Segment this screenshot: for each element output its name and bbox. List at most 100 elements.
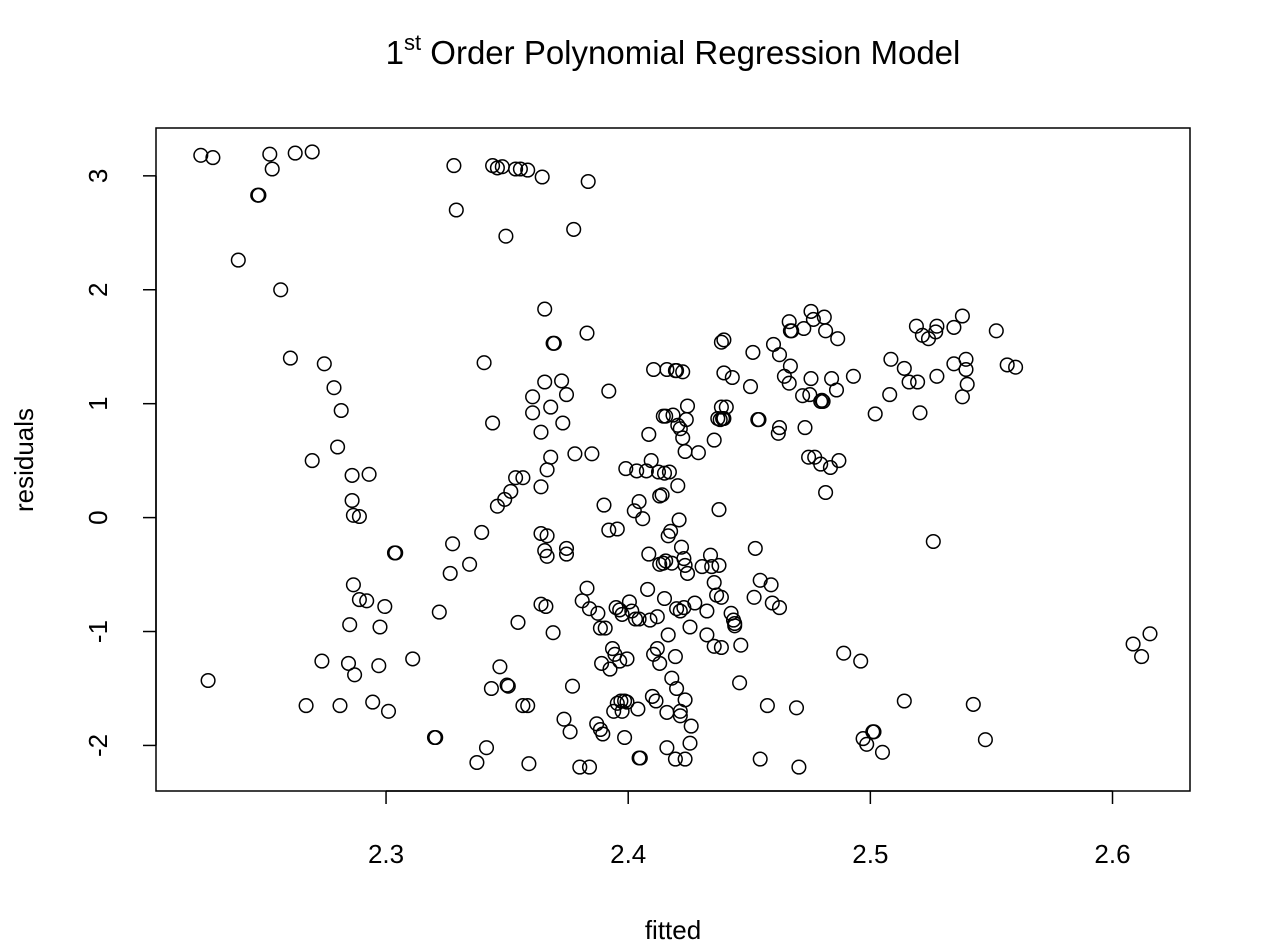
data-point	[579, 580, 595, 596]
data-point	[483, 680, 499, 697]
x-tick-label: 2.6	[1094, 839, 1130, 869]
data-point	[515, 698, 531, 714]
data-point	[351, 592, 367, 608]
data-point	[690, 445, 706, 461]
data-point	[287, 145, 303, 161]
data-point	[512, 161, 528, 177]
data-point	[901, 374, 917, 390]
data-point	[658, 553, 674, 569]
data-point	[641, 546, 657, 562]
data-point	[946, 319, 962, 335]
data-point	[510, 614, 526, 630]
data-point	[650, 464, 667, 480]
data-point	[644, 688, 660, 704]
y-tick-label: 1	[83, 396, 113, 410]
data-point	[853, 653, 869, 669]
data-point	[759, 698, 775, 714]
data-point	[508, 161, 524, 177]
data-point	[672, 708, 688, 724]
data-point	[627, 611, 644, 627]
data-point	[677, 692, 693, 708]
data-point	[706, 574, 722, 591]
data-point	[612, 653, 628, 669]
data-point	[659, 740, 675, 756]
data-point	[782, 358, 798, 374]
data-point	[711, 502, 727, 518]
data-point	[929, 368, 945, 384]
data-point	[474, 524, 490, 540]
data-point	[545, 335, 561, 351]
data-point	[426, 729, 443, 746]
data-point	[830, 331, 846, 347]
data-point	[1142, 626, 1158, 642]
data-point	[752, 751, 768, 767]
data-point	[675, 364, 691, 380]
data-point	[377, 598, 393, 615]
data-point	[333, 402, 349, 419]
data-point	[713, 334, 729, 350]
data-point	[554, 373, 570, 389]
data-point	[822, 459, 838, 476]
data-point	[564, 678, 581, 694]
data-point	[344, 492, 360, 509]
data-point	[590, 605, 606, 621]
data-point	[498, 228, 514, 244]
data-point	[539, 462, 555, 478]
data-point	[803, 371, 819, 387]
data-point	[999, 357, 1015, 373]
data-point	[718, 399, 734, 415]
data-point	[445, 536, 461, 552]
data-point	[442, 565, 458, 581]
data-point	[699, 627, 715, 643]
data-point	[677, 751, 693, 767]
data-point	[652, 655, 668, 671]
data-point	[614, 703, 630, 719]
data-point	[828, 382, 845, 398]
data-point	[815, 393, 831, 409]
data-point	[525, 389, 541, 405]
data-point	[380, 703, 397, 719]
data-point	[665, 407, 681, 423]
data-point	[273, 282, 289, 298]
data-point	[716, 332, 732, 348]
data-point	[659, 361, 675, 378]
data-point	[508, 470, 524, 486]
data-point	[572, 759, 588, 775]
data-point	[556, 711, 572, 727]
x-tick-label: 2.5	[852, 839, 888, 869]
data-point	[298, 698, 314, 714]
data-point	[660, 627, 676, 643]
data-point	[543, 399, 559, 415]
data-point	[371, 658, 387, 674]
data-point	[818, 323, 834, 339]
data-point	[713, 639, 729, 656]
data-point	[882, 387, 898, 403]
data-point	[679, 398, 696, 414]
data-point	[558, 546, 575, 562]
data-point	[866, 724, 882, 740]
data-point	[537, 301, 553, 317]
data-point	[361, 466, 377, 482]
data-point	[596, 497, 612, 513]
data-point	[503, 483, 519, 499]
data-point	[626, 503, 642, 519]
data-point	[836, 645, 852, 661]
data-point	[613, 693, 629, 709]
data-point	[648, 693, 664, 709]
data-point	[859, 736, 875, 752]
data-point	[802, 387, 818, 403]
data-point	[649, 609, 665, 625]
data-point	[446, 158, 462, 174]
data-point	[727, 615, 743, 632]
data-point	[801, 449, 817, 465]
data-point	[791, 759, 807, 775]
data-point	[500, 678, 516, 694]
data-point	[640, 581, 656, 597]
data-point	[667, 751, 683, 767]
data-point	[562, 724, 578, 740]
data-point	[521, 756, 537, 772]
data-point	[316, 356, 332, 372]
data-point	[558, 387, 575, 403]
title-text: Order Polynomial Regression Model	[421, 34, 960, 71]
data-point	[638, 463, 654, 479]
